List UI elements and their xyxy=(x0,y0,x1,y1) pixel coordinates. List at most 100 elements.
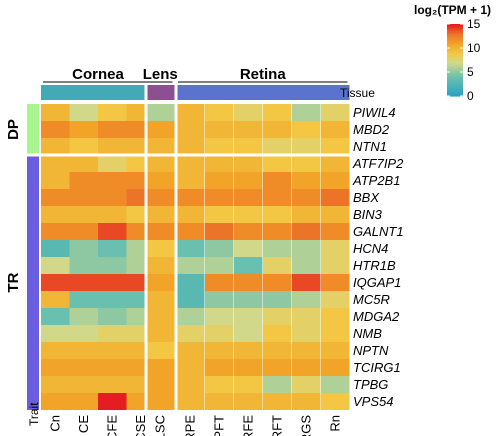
tissue-bar-retina xyxy=(176,85,350,100)
sample-label: Rn xyxy=(327,415,342,432)
heatmap-cell xyxy=(321,104,350,121)
gene-label: HCN4 xyxy=(353,241,388,256)
legend-swatch xyxy=(447,33,463,36)
heatmap-cell xyxy=(98,257,127,274)
legend-swatch xyxy=(447,38,463,41)
heatmap-cell xyxy=(321,223,350,240)
tissue-group-label: Lens xyxy=(143,66,178,83)
legend-swatch xyxy=(447,69,463,72)
heatmap-cell xyxy=(41,104,70,121)
heatmap-cell xyxy=(234,393,263,410)
legend-swatch xyxy=(447,48,463,50)
heatmap-cell xyxy=(41,223,70,240)
heatmap-cell xyxy=(205,206,234,223)
heatmap-cell xyxy=(321,342,350,359)
heatmap-cell xyxy=(292,393,321,410)
heatmap-cell xyxy=(41,274,70,291)
heatmap-cell xyxy=(292,308,321,325)
heatmap-cell xyxy=(321,257,350,274)
trait-annotation-bar: DP TR xyxy=(5,104,39,410)
gene-label: GALNT1 xyxy=(353,224,404,239)
heatmap-cell xyxy=(98,240,127,257)
legend-swatch xyxy=(447,40,463,43)
legend-tick-label: 10 xyxy=(467,41,481,55)
heatmap-cell xyxy=(205,172,234,189)
heatmap-cell xyxy=(205,138,234,155)
legend-swatch xyxy=(447,90,463,92)
heatmap-cell xyxy=(205,189,234,206)
gene-label: MBD2 xyxy=(353,122,390,137)
heatmap-cell xyxy=(176,121,205,138)
heatmap-cell xyxy=(69,121,98,138)
heatmap-cell xyxy=(41,189,70,206)
legend-tick-label: 15 xyxy=(467,17,481,31)
heatmap-cell xyxy=(263,189,292,206)
tissue-row-label: Tissue xyxy=(340,86,375,100)
heatmap-cell xyxy=(263,240,292,257)
trait-axis-label: Trait xyxy=(27,402,41,426)
gene-label: MC5R xyxy=(353,292,390,307)
heatmap-cell xyxy=(205,342,234,359)
heatmap-cell xyxy=(321,155,350,172)
heatmap-cell xyxy=(176,240,205,257)
legend-swatch xyxy=(447,92,463,95)
heatmap-cell xyxy=(205,240,234,257)
heatmap-cell xyxy=(69,274,98,291)
legend-swatch xyxy=(447,49,463,51)
heatmap-cell xyxy=(146,121,175,138)
heatmap-cell xyxy=(321,359,350,376)
heatmap-cell xyxy=(263,325,292,342)
heatmap-cell xyxy=(41,155,70,172)
heatmap-cell xyxy=(263,223,292,240)
heatmap-cell xyxy=(234,376,263,393)
legend-swatch xyxy=(447,28,463,31)
heatmap-cell xyxy=(176,206,205,223)
heatmap-cell xyxy=(176,104,205,121)
tissue-annotation-bar xyxy=(41,85,350,100)
legend-swatch xyxy=(447,74,463,77)
gene-label: BIN3 xyxy=(353,207,383,222)
heatmap-cell xyxy=(98,308,127,325)
heatmap-cell xyxy=(69,240,98,257)
gene-label: ATF7IP2 xyxy=(352,156,404,171)
tissue-bar-lens xyxy=(146,85,175,100)
heatmap-cell xyxy=(69,206,98,223)
heatmap-cell xyxy=(146,155,175,172)
legend-swatch xyxy=(447,30,463,32)
heatmap-cell xyxy=(263,172,292,189)
legend-swatch xyxy=(447,55,463,57)
heatmap-cell xyxy=(292,257,321,274)
heatmap-cell xyxy=(321,206,350,223)
legend-swatch xyxy=(447,60,463,62)
heatmap-cell xyxy=(98,223,127,240)
heatmap-cell xyxy=(98,172,127,189)
trait-group-label: TR xyxy=(5,272,22,292)
gene-label: TCIRG1 xyxy=(353,360,401,375)
heatmap-cell xyxy=(321,308,350,325)
legend-swatch xyxy=(447,58,463,61)
legend-swatch xyxy=(447,46,463,49)
heatmap-cell xyxy=(41,359,70,376)
legend-swatch xyxy=(447,76,463,79)
heatmap-cell xyxy=(263,376,292,393)
heatmap-cell xyxy=(292,342,321,359)
legend-swatch xyxy=(447,27,463,30)
tissue-group-label: Cornea xyxy=(72,66,124,83)
heatmap-cell xyxy=(234,359,263,376)
legend-swatch xyxy=(447,36,463,38)
heatmap-cell xyxy=(234,138,263,155)
heatmap-cell xyxy=(321,172,350,189)
heatmap-cell xyxy=(234,206,263,223)
sample-label: Cn xyxy=(47,415,62,432)
legend-swatch xyxy=(447,37,463,39)
heatmap-cell xyxy=(292,121,321,138)
legend-swatch xyxy=(447,82,463,85)
heatmap-cell xyxy=(69,257,98,274)
heatmap-cell xyxy=(146,291,175,308)
sample-label: RFE xyxy=(240,415,255,436)
trait-group-label: DP xyxy=(5,119,22,140)
legend-swatch xyxy=(447,25,463,27)
legend-swatch xyxy=(447,87,463,90)
heatmap-cell xyxy=(98,155,127,172)
heatmap-cell xyxy=(98,138,127,155)
